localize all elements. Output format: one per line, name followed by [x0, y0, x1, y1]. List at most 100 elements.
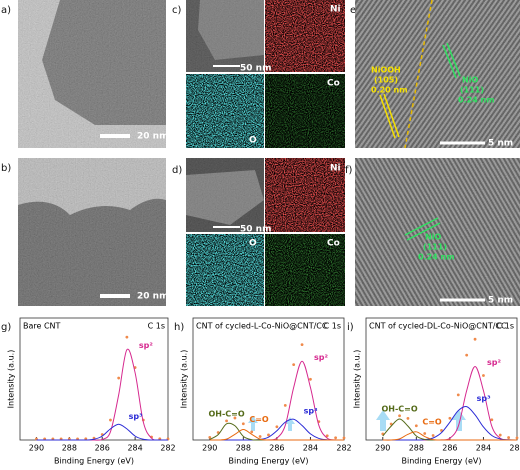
panel-label: d) [172, 165, 182, 176]
data-point [241, 422, 245, 426]
arrow [248, 416, 258, 431]
y-axis-label: Intensity (a.u.) [7, 350, 16, 409]
tem-image [18, 0, 166, 148]
lattice-note: NiO [462, 76, 478, 85]
panel-label: g) [1, 322, 11, 333]
data-point [275, 425, 279, 429]
chart-title: Bare CNT [23, 322, 61, 331]
data-point [225, 419, 228, 423]
lattice-note: NiOOH [371, 66, 401, 75]
peak-label: sp² [314, 353, 328, 362]
scale-bar-label: 20 nm [137, 132, 168, 142]
tem-image [18, 158, 166, 306]
x-tick-label: 290 [375, 444, 390, 453]
element-label: Co [327, 79, 340, 89]
fit-curve [382, 431, 517, 441]
x-tick-label: 288 [409, 444, 424, 453]
lattice-note: 0.24 nm [458, 96, 495, 105]
fit-curve [36, 348, 169, 441]
data-point [423, 432, 427, 435]
data-point [515, 436, 519, 440]
data-point [250, 430, 254, 434]
data-point [267, 433, 270, 437]
x-tick-label: 290 [29, 444, 44, 453]
chart-title: CNT of cycled-DL-Co-NiO@CNT/CC [369, 322, 507, 331]
arrow [376, 410, 390, 431]
panel-label: c) [172, 5, 181, 16]
lattice-note: 0.20 nm [371, 86, 408, 95]
data-point [342, 436, 346, 440]
scale-bar-label: 5 nm [488, 139, 513, 149]
data-point [84, 437, 88, 441]
element-label: Ni [330, 5, 341, 15]
chart-subtitle: C 1s [497, 322, 514, 331]
lattice-note: (105) [374, 76, 398, 85]
data-point [334, 436, 338, 440]
x-tick-label: 288 [236, 444, 251, 453]
fit-curve [209, 418, 345, 441]
data-point [448, 416, 452, 420]
fit-curve [209, 428, 344, 441]
data-point [498, 433, 502, 437]
lattice-note: 0.24 nm [418, 253, 455, 262]
x-tick-label: 290 [202, 444, 217, 453]
peak-label: sp³ [129, 412, 143, 421]
data-point [309, 377, 312, 381]
x-tick-label: 284 [303, 444, 318, 453]
fit-curve [382, 405, 518, 441]
fit-curve [209, 360, 345, 441]
peak-label: sp² [487, 358, 501, 367]
x-tick-label: 284 [127, 444, 142, 453]
data-point [456, 393, 460, 397]
element-label: O [249, 136, 257, 146]
fit-curve [36, 423, 168, 441]
element-label: O [249, 239, 257, 249]
peak-label: sp³ [304, 407, 318, 416]
data-point [292, 363, 296, 367]
x-tick-label: 286 [95, 444, 110, 453]
x-axis-label: Binding Energy (eV) [402, 457, 482, 466]
arrow [452, 410, 466, 431]
x-axis-label: Binding Energy (eV) [54, 457, 134, 466]
element-label: Ni [330, 164, 341, 174]
peak-label: C=O [249, 415, 269, 424]
x-tick-label: 282 [160, 444, 175, 453]
panel-label: i) [347, 322, 354, 333]
data-point [431, 434, 435, 437]
data-point [109, 418, 112, 422]
chart-title: CNT of cycled-L-Co-NiO@CNT/CC [196, 322, 328, 331]
chart-subtitle: C 1s [324, 322, 341, 331]
data-point [208, 435, 212, 439]
x-tick-label: 282 [336, 444, 351, 453]
data-point [406, 416, 410, 420]
panel-label: f) [345, 165, 353, 176]
peak-label: C=O [422, 417, 442, 426]
scale-bar-label: 50 nm [240, 225, 271, 235]
data-point [490, 418, 494, 422]
x-tick-label: 286 [442, 444, 457, 453]
x-tick-label: 284 [476, 444, 491, 453]
panel-label: b) [1, 163, 11, 174]
hrtem-image [355, 0, 520, 149]
data-point [398, 414, 401, 418]
peak-label: sp³ [477, 394, 491, 403]
scale-bar-label: 5 nm [488, 296, 513, 306]
data-point [233, 416, 237, 420]
lattice-note: (111) [460, 86, 484, 95]
peak-label: OH-C=O [208, 409, 244, 418]
data-point [325, 434, 329, 438]
x-tick-label: 282 [509, 444, 520, 453]
panel-label: a) [1, 5, 11, 16]
x-tick-label: 286 [269, 444, 284, 453]
eds-map [186, 0, 345, 148]
data-point [125, 335, 129, 339]
peak-label: OH-C=O [381, 405, 417, 414]
data-point [440, 429, 443, 432]
x-axis-label: Binding Energy (eV) [229, 457, 309, 466]
eds-map [186, 158, 345, 306]
y-axis-label: Intensity (a.u.) [180, 350, 189, 409]
data-point [117, 376, 121, 380]
data-point [414, 424, 418, 428]
panel-label: h) [174, 322, 184, 333]
